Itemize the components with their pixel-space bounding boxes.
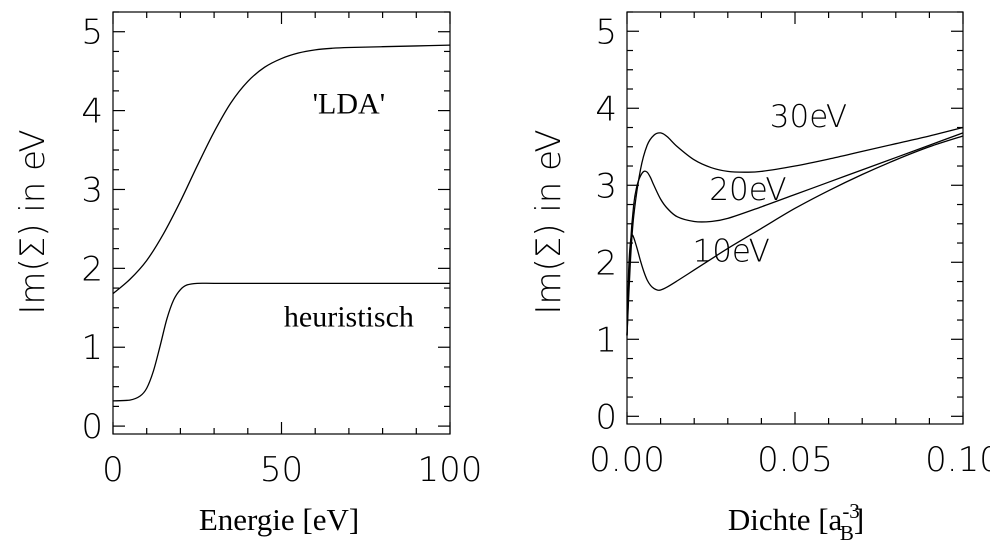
x-axis-label-dichte: Dichte [a-3 B] [728, 499, 864, 541]
annotation-lda: 'LDA' [313, 88, 385, 121]
y-tick-label: 5 [81, 13, 103, 53]
y-tick-label: 4 [81, 92, 103, 132]
series-line-10ev [626, 135, 964, 336]
xlabel-prefix: Dichte [a [728, 502, 843, 537]
series-line-30ev [626, 126, 964, 336]
y-tick-label: 0 [81, 407, 103, 447]
plot-frame-right [626, 11, 964, 425]
x-tick-label: 0 [102, 450, 124, 490]
x-tick-label: 50 [260, 450, 303, 490]
x-tick-label: 0.05 [757, 440, 833, 480]
y-tick-label: 3 [81, 170, 103, 210]
annotation-10ev: 10eV [692, 234, 769, 270]
y-tick-label: 1 [595, 320, 617, 360]
y-tick-label: 5 [595, 12, 617, 52]
left-curves [112, 44, 451, 402]
right-tick-labels: 0 1 2 3 4 5 0.00 0.05 0.10 [589, 12, 990, 480]
y-tick-label: 1 [81, 328, 103, 368]
x-tick-label: 0.00 [589, 440, 665, 480]
series-line-lda [112, 44, 451, 295]
panel-dichte: 0 1 2 3 4 5 0.00 0.05 0.10 Dichte [a-3B] Im(Σ) i… [529, 11, 990, 541]
annotation-30ev: 30eV [770, 99, 847, 135]
left-axis-ticks [112, 11, 451, 434]
annotation-20ev: 20eV [709, 172, 786, 208]
plot-frame-left [112, 11, 451, 435]
y-tick-label: 0 [595, 397, 617, 437]
xlabel-superscript: -3 [842, 499, 860, 523]
series-line-heuristisch [112, 282, 450, 402]
x-tick-label: 0.10 [925, 440, 990, 480]
y-axis-label-right: Im(Σ) in eV [529, 129, 569, 314]
x-axis-label-energie: Energie [eV] [199, 502, 359, 537]
y-axis-label-left: Im(Σ) in eV [13, 129, 53, 314]
y-tick-label: 4 [595, 89, 617, 129]
y-tick-label: 2 [81, 249, 103, 289]
right-axis-ticks [626, 11, 964, 424]
y-tick-label: 2 [595, 243, 617, 283]
xlabel-subscript: B [840, 521, 854, 541]
xlabel-suffix: ] [854, 502, 864, 537]
right-curves [626, 126, 964, 336]
annotation-heuristisch: heuristisch [284, 301, 414, 334]
x-tick-label: 100 [418, 450, 483, 490]
series-line-20ev [626, 132, 964, 336]
y-tick-label: 3 [595, 166, 617, 206]
